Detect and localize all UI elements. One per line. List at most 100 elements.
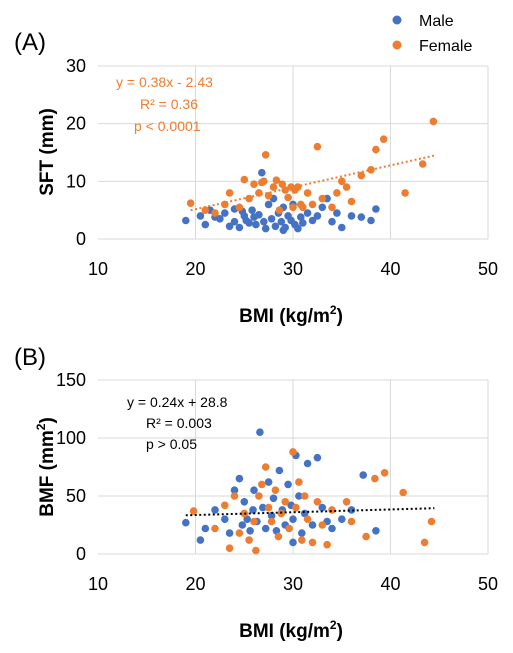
point-a-male-45 — [347, 212, 356, 220]
point-b-female-0 — [189, 507, 198, 515]
point-b-male-6 — [230, 486, 239, 495]
y-tick-label-a-2: 20 — [66, 114, 86, 134]
legend-label-male: Male — [419, 13, 454, 30]
point-b-female-8 — [250, 517, 258, 526]
point-b-female-27 — [313, 498, 322, 506]
point-b-female-5 — [235, 529, 244, 537]
point-b-male-9 — [240, 498, 249, 506]
point-b-female-14 — [267, 517, 276, 526]
point-a-female-0 — [186, 199, 195, 207]
point-b-female-24 — [300, 492, 309, 500]
point-a-female-7 — [245, 194, 253, 203]
point-b-female-18 — [281, 498, 290, 506]
point-a-female-9 — [255, 189, 263, 197]
point-a-female-8 — [250, 180, 258, 188]
point-a-female-1 — [201, 206, 210, 214]
point-a-male-40 — [318, 203, 327, 212]
point-b-male-1 — [196, 536, 205, 544]
annotation-a: y = 0.38x - 2.43 R² = 0.36 p < 0.0001 — [116, 74, 213, 134]
point-b-female-28 — [318, 521, 327, 529]
point-a-female-37 — [372, 145, 380, 154]
point-a-male-17 — [252, 220, 260, 229]
point-b-male-37 — [328, 524, 336, 533]
point-b-female-9 — [252, 546, 260, 555]
point-b-male-34 — [313, 453, 322, 462]
point-b-male-18 — [264, 478, 273, 486]
point-b-male-22 — [275, 466, 284, 475]
point-b-female-4 — [230, 492, 239, 500]
point-a-female-25 — [299, 203, 307, 212]
point-b-male-42 — [289, 538, 297, 547]
point-a-female-14 — [269, 183, 278, 191]
point-a-male-47 — [367, 216, 375, 225]
point-a-female-32 — [338, 177, 346, 186]
point-a-female-40 — [418, 160, 427, 168]
point-a-male-49 — [279, 226, 288, 235]
x-axis-title-a-text: BMI (kg/m — [239, 306, 330, 327]
annotation-a-r2: R² = 0.36 — [140, 96, 198, 112]
trendline-a — [190, 154, 435, 212]
point-a-female-12 — [261, 151, 270, 159]
x-axis-title-b-sup: 2 — [330, 618, 337, 632]
point-b-female-20 — [289, 448, 297, 456]
point-a-female-15 — [272, 176, 281, 184]
point-a-female-5 — [235, 203, 244, 212]
point-b-female-22 — [295, 478, 303, 486]
point-a-male-19 — [258, 168, 266, 177]
y-tick-label-a-0: 0 — [76, 229, 86, 249]
point-b-male-39 — [347, 506, 356, 514]
point-b-male-7 — [235, 474, 244, 483]
annotation-b-p: p > 0.05 — [146, 436, 197, 452]
point-a-female-21 — [289, 203, 297, 212]
point-b-male-10 — [243, 515, 251, 523]
point-b-female-26 — [308, 538, 317, 547]
point-b-female-33 — [362, 532, 370, 541]
y-axis-title-b-text: BMF (mm — [37, 430, 58, 517]
x-tick-label-b-1: 20 — [185, 574, 205, 594]
y-tick-labels-a: 0 10 20 30 — [66, 56, 86, 249]
point-a-male-15 — [248, 206, 256, 214]
point-a-female-18 — [281, 186, 290, 194]
x-tick-labels-b: 10 20 30 40 50 — [88, 574, 498, 594]
x-tick-label-a-3: 40 — [380, 259, 400, 279]
point-b-female-30 — [328, 506, 336, 514]
point-b-female-11 — [258, 480, 266, 489]
x-tick-label-a-2: 30 — [283, 259, 303, 279]
point-a-male-36 — [299, 219, 307, 227]
point-a-male-18 — [255, 211, 263, 219]
x-tick-label-b-0: 10 — [88, 574, 108, 594]
point-a-male-22 — [264, 200, 273, 209]
point-a-female-33 — [342, 183, 351, 191]
x-axis-title-b-end: ) — [337, 621, 343, 642]
point-b-male-2 — [201, 524, 210, 533]
point-b-male-38 — [338, 515, 346, 523]
y-tick-labels-b: 0 50 100 150 — [56, 370, 86, 564]
point-b-male-4 — [221, 515, 229, 523]
point-b-female-15 — [271, 486, 280, 495]
point-a-male-2 — [201, 220, 210, 229]
point-a-female-27 — [308, 200, 317, 209]
point-b-male-29 — [295, 492, 303, 500]
annotation-b-equation: y = 0.24x + 28.8 — [127, 394, 228, 410]
x-axis-title-b: BMI (kg/m2) — [239, 618, 343, 642]
y-axis-title-b-end: ) — [37, 417, 58, 423]
point-a-male-27 — [277, 217, 286, 226]
point-a-female-35 — [357, 171, 366, 180]
point-a-male-44 — [338, 223, 346, 232]
x-axis-title-a-sup: 2 — [330, 303, 337, 317]
point-a-male-46 — [357, 213, 366, 221]
point-b-male-19 — [267, 511, 276, 520]
point-a-female-38 — [379, 135, 388, 143]
point-b-female-13 — [264, 503, 273, 512]
point-a-male-5 — [216, 215, 224, 223]
legend-marker-female — [392, 40, 402, 50]
x-tick-label-b-2: 30 — [283, 574, 303, 594]
point-a-male-0 — [182, 216, 190, 225]
point-b-female-29 — [323, 540, 331, 549]
point-a-male-21 — [261, 224, 270, 233]
x-tick-labels-a: 10 20 30 40 50 — [88, 259, 498, 279]
point-b-male-21 — [272, 527, 281, 535]
point-b-female-16 — [274, 532, 283, 541]
trendline-b — [185, 507, 435, 517]
